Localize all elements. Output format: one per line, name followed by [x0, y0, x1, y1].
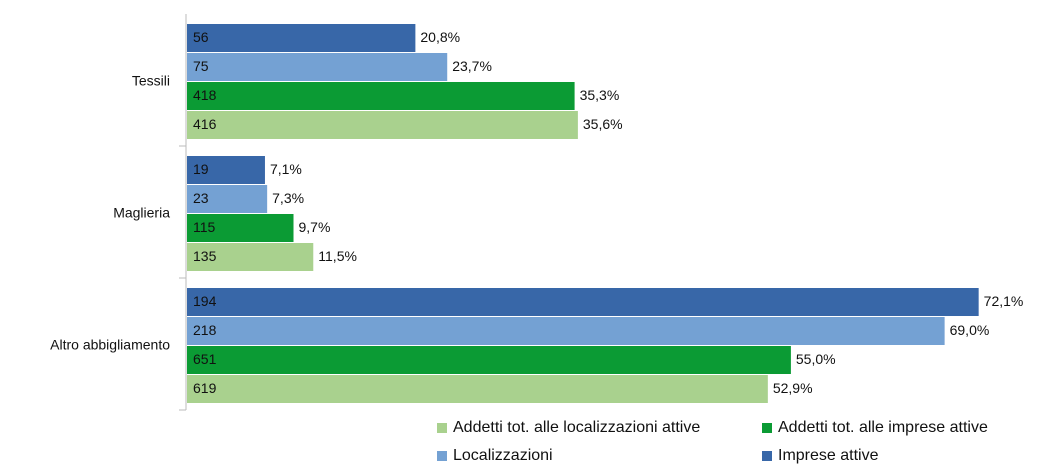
count-label: 416 — [193, 116, 217, 132]
value-label: 9,7% — [299, 219, 331, 235]
value-label: 69,0% — [950, 322, 990, 338]
value-label: 35,6% — [583, 116, 623, 132]
count-label: 651 — [193, 351, 217, 367]
legend-swatch — [437, 423, 447, 433]
value-label: 11,5% — [318, 248, 357, 264]
count-label: 75 — [193, 58, 209, 74]
legend-swatch — [762, 451, 772, 461]
count-label: 115 — [193, 219, 216, 235]
bar — [187, 156, 265, 184]
legend-swatch — [437, 451, 447, 461]
count-label: 194 — [193, 293, 217, 309]
bar — [187, 82, 575, 110]
value-label: 7,1% — [270, 161, 302, 177]
value-label: 7,3% — [272, 190, 304, 206]
value-label: 35,3% — [580, 87, 620, 103]
count-label: 135 — [193, 248, 217, 264]
count-label: 418 — [193, 87, 217, 103]
bar — [187, 214, 294, 242]
count-label: 619 — [193, 380, 217, 396]
bar — [187, 243, 314, 271]
category-label: Altro abbigliamento — [50, 337, 170, 353]
legend-swatch — [762, 423, 772, 433]
bar — [187, 375, 768, 403]
legend-label: Addetti tot. alle imprese attive — [778, 419, 988, 436]
value-label: 23,7% — [452, 58, 492, 74]
legend-label: Imprese attive — [778, 447, 879, 464]
bar — [187, 288, 979, 316]
legend-label: Addetti tot. alle localizzazioni attive — [453, 419, 700, 436]
category-label: Maglieria — [113, 205, 170, 221]
legend-label: Localizzazioni — [453, 447, 553, 464]
value-label: 72,1% — [984, 293, 1024, 309]
bar — [187, 317, 945, 345]
bar — [187, 53, 448, 81]
bar — [187, 24, 416, 52]
category-label: Tessili — [132, 73, 170, 89]
count-label: 218 — [193, 322, 217, 338]
bar — [187, 346, 791, 374]
value-label: 20,8% — [420, 29, 460, 45]
value-label: 55,0% — [796, 351, 836, 367]
value-label: 52,9% — [773, 380, 813, 396]
bar — [187, 111, 578, 139]
count-label: 56 — [193, 29, 209, 45]
count-label: 23 — [193, 190, 209, 206]
bar — [187, 185, 268, 213]
count-label: 19 — [193, 161, 209, 177]
